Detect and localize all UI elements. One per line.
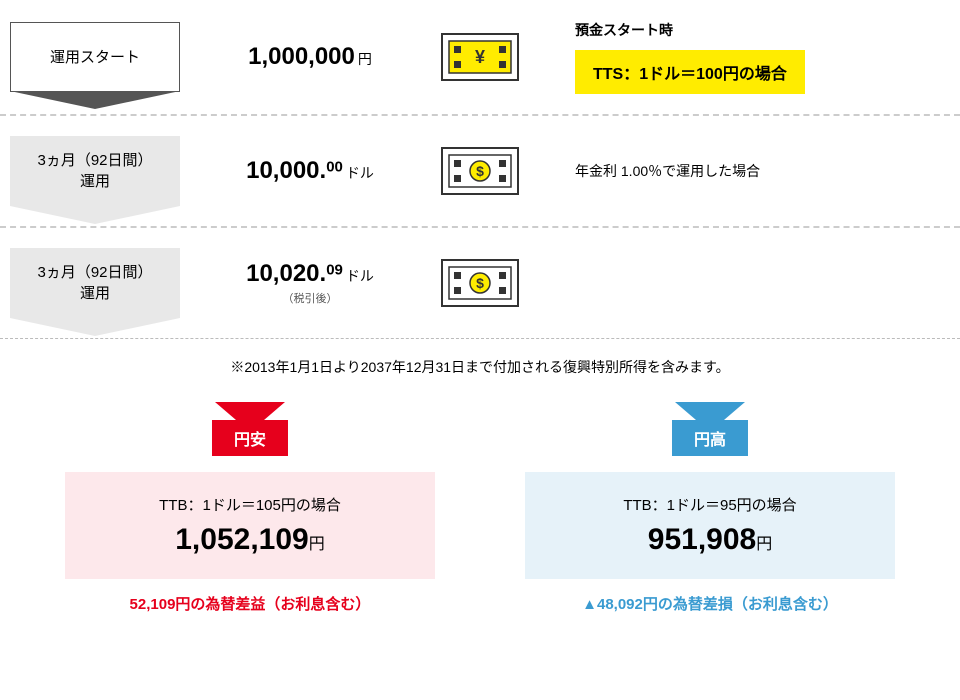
result-title: TTB：1ドル＝95円の場合 <box>540 494 880 515</box>
svg-text:$: $ <box>476 163 484 179</box>
note: 預金スタート時 TTS：1ドル＝100円の場合 <box>545 20 950 94</box>
flow-row: 3ヵ月（92日間）運用 10,000.00ドル $ 年金利 1.00％で運用した場合 <box>0 114 960 226</box>
yen-bill-icon: ¥ <box>415 33 545 81</box>
triangle-badge: 円高 <box>525 402 895 467</box>
amount: 10,000.00ドル <box>205 157 415 185</box>
outcome-card: 円安 TTB：1ドル＝105円の場合 1,052,109円 52,109円の為替差益（… <box>65 402 435 614</box>
result-note: ▲48,092円の為替差損（お利息含む） <box>525 593 895 614</box>
svg-text:¥: ¥ <box>475 47 485 67</box>
outcomes-row: 円安 TTB：1ドル＝105円の場合 1,052,109円 52,109円の為替差益（… <box>0 402 960 644</box>
dollar-bill-icon: $ <box>415 147 545 195</box>
highlight-box: TTS：1ドル＝100円の場合 <box>575 50 805 94</box>
svg-text:$: $ <box>476 275 484 291</box>
amount: 1,000,000円 <box>205 43 415 71</box>
note: 年金利 1.00％で運用した場合 <box>545 161 950 181</box>
result-note: 52,109円の為替差益（お利息含む） <box>65 593 435 614</box>
flow-rows: 運用スタート 1,000,000円 ¥ 預金スタート時 TTS：1ドル＝100円の場合 3… <box>0 0 960 338</box>
result-box: TTB：1ドル＝95円の場合 951,908円 <box>525 472 895 579</box>
result-box: TTB：1ドル＝105円の場合 1,052,109円 <box>65 472 435 579</box>
arrow-box: 3ヵ月（92日間）運用 <box>10 248 180 318</box>
amount: 10,020.09ドル（税引後） <box>205 260 415 306</box>
flow-row: 運用スタート 1,000,000円 ¥ 預金スタート時 TTS：1ドル＝100円の場合 <box>0 0 960 114</box>
outcome-card: 円高 TTB：1ドル＝95円の場合 951,908円 ▲48,092円の為替差損（お利… <box>525 402 895 614</box>
arrow-box: 運用スタート <box>10 22 180 92</box>
result-amount: 951,908円 <box>540 523 880 557</box>
note-title: 預金スタート時 <box>575 20 950 40</box>
arrow-label: 運用スタート <box>50 47 140 68</box>
flow-row: 3ヵ月（92日間）運用 10,020.09ドル（税引後） $ <box>0 226 960 338</box>
result-amount: 1,052,109円 <box>80 523 420 557</box>
result-title: TTB：1ドル＝105円の場合 <box>80 494 420 515</box>
arrow-label: 3ヵ月（92日間）運用 <box>37 150 152 192</box>
dollar-bill-icon: $ <box>415 259 545 307</box>
note-text: 年金利 1.00％で運用した場合 <box>575 161 950 181</box>
badge-label: 円安 <box>212 420 288 456</box>
arrow-box: 3ヵ月（92日間）運用 <box>10 136 180 206</box>
footnote: ※2013年1月1日より2037年12月31日まで付加される復興特別所得を含みま… <box>0 339 960 402</box>
triangle-badge: 円安 <box>65 402 435 467</box>
badge-label: 円高 <box>672 420 748 456</box>
arrow-label: 3ヵ月（92日間）運用 <box>37 262 152 304</box>
